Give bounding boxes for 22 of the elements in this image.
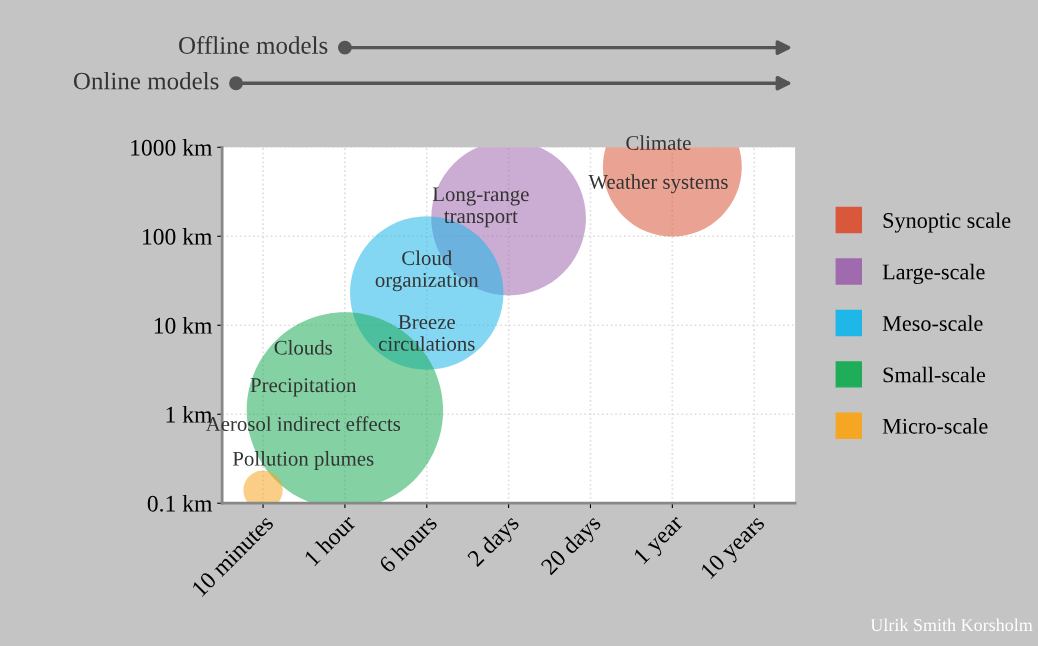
legend-label: Micro-scale bbox=[882, 418, 988, 434]
text: Ulrik Smith Korsholm bbox=[870, 618, 1033, 632]
annotation: Long-range transport bbox=[432, 187, 529, 228]
legend-label: Small-scale bbox=[883, 366, 986, 383]
annotation: Cloud organization bbox=[375, 250, 479, 292]
y-tick-label: 0.1 km bbox=[147, 495, 213, 512]
y-tick-label: 100 km bbox=[143, 228, 213, 245]
annotation: Clouds bbox=[274, 340, 333, 355]
text: Online models bbox=[73, 71, 219, 90]
y-tick-label: 10 km bbox=[154, 317, 213, 334]
x-tick-label: 1 year bbox=[633, 513, 688, 568]
legend-label: Meso-scale bbox=[882, 315, 983, 331]
x-tick-label: 1 hour bbox=[303, 513, 357, 567]
y-tick-label: 1000 km bbox=[131, 139, 213, 156]
legend-label: Large-scale bbox=[882, 263, 985, 285]
x-tick-label: 2 days bbox=[466, 513, 524, 571]
annotation: Climate bbox=[626, 135, 691, 151]
legend-label: Synoptic scale bbox=[883, 212, 1011, 233]
text: Offline models bbox=[179, 36, 328, 54]
x-tick-label: 20 days bbox=[539, 513, 606, 579]
annotation: Precipitation bbox=[250, 378, 357, 397]
annotation: Breeze circulations bbox=[378, 315, 475, 351]
